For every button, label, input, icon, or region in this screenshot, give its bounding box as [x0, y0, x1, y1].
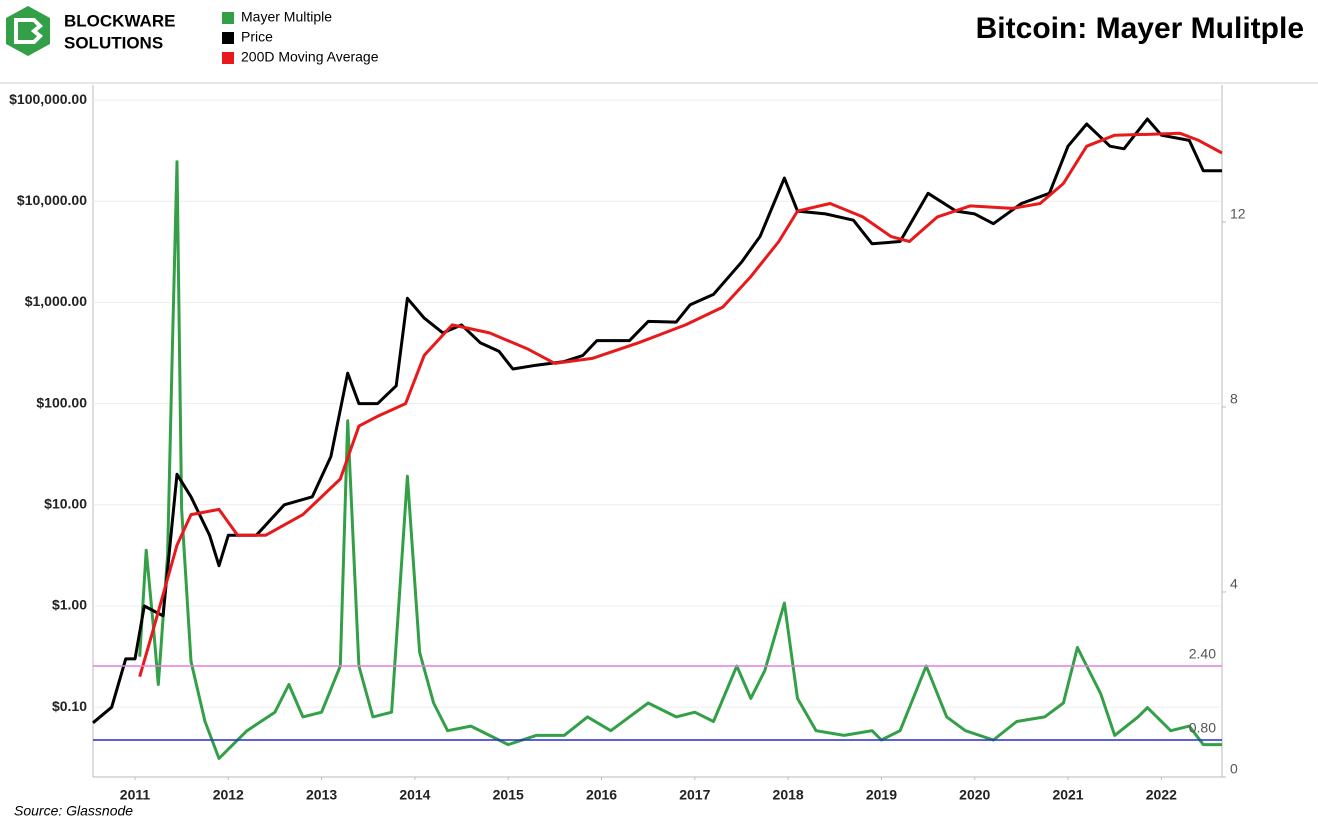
y-tick-label: $1.00 [52, 597, 87, 613]
series-line [92, 117, 1222, 724]
legend-swatch [222, 12, 234, 24]
source: Source: Glassnode [14, 803, 133, 819]
x-tick-label: 2022 [1146, 787, 1177, 803]
logo-glyph [14, 18, 43, 44]
y-tick-label: $1,000.00 [25, 293, 87, 309]
reference-label: 2.40 [1189, 646, 1216, 662]
x-tick-label: 2019 [866, 787, 897, 803]
series-line [138, 131, 1223, 678]
legend-label: Price [241, 29, 273, 45]
legend-label: Mayer Multiple [241, 9, 332, 25]
logo: BLOCKWARE SOLUTIONS [6, 6, 175, 56]
x-tick-label: 2020 [959, 787, 990, 803]
x-tick-label: 2014 [399, 787, 430, 803]
reference-label: 0.80 [1189, 720, 1216, 736]
y2-tick-label: 0 [1230, 761, 1238, 777]
y-tick-label: $10.00 [44, 496, 87, 512]
y-tick-label: $10,000.00 [17, 192, 87, 208]
y2-tick-label: 12 [1230, 206, 1246, 222]
x-tick-label: 2016 [586, 787, 617, 803]
legend-label: 200D Moving Average [241, 49, 379, 65]
logo-text: BLOCKWARE [64, 11, 175, 30]
x-tick-label: 2011 [120, 787, 151, 803]
x-tick-label: 2015 [493, 787, 524, 803]
chart-title: Bitcoin: Mayer Mulitple [976, 12, 1304, 45]
y-tick-label: $100.00 [36, 394, 87, 410]
logo-mark [6, 6, 50, 56]
x-tick-label: 2013 [306, 787, 337, 803]
legend-swatch [222, 52, 234, 64]
y-tick-label: $100,000.00 [9, 91, 87, 107]
x-tick-label: 2017 [679, 787, 710, 803]
logo-text: SOLUTIONS [64, 33, 163, 52]
y-tick-label: $0.10 [52, 698, 87, 714]
legend-swatch [222, 32, 234, 44]
y2-tick-label: 4 [1230, 576, 1238, 592]
x-tick-label: 2018 [773, 787, 804, 803]
x-tick-label: 2012 [213, 787, 244, 803]
y2-tick-label: 8 [1230, 391, 1238, 407]
series-line [138, 160, 1222, 760]
x-tick-label: 2021 [1052, 787, 1083, 803]
